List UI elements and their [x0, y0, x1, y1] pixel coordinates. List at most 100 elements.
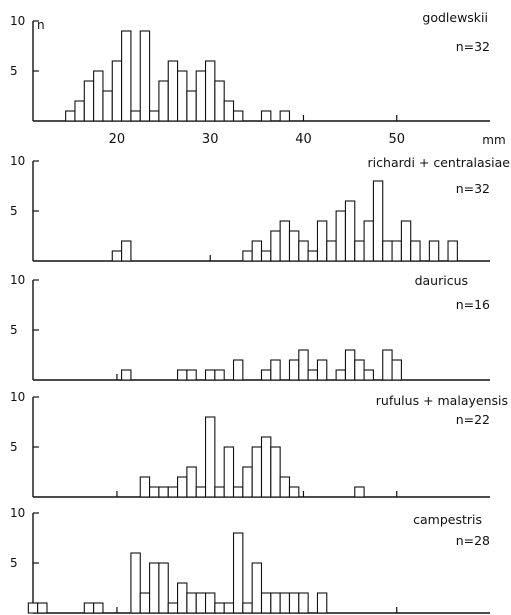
panel-count-dauricus: n=16	[456, 297, 490, 312]
histogram-bar	[344, 200, 356, 262]
histogram-bar	[195, 592, 207, 614]
histogram-bar	[214, 602, 225, 614]
histogram-bar	[232, 359, 244, 381]
histogram-bar	[102, 90, 113, 122]
histogram-bar	[354, 486, 365, 498]
histogram-bar	[177, 582, 188, 614]
panel-campestris: campestris n=28 5 10	[10, 506, 490, 614]
panel-title-godlewskii: godlewskii	[422, 10, 488, 25]
histogram-bar	[288, 230, 300, 262]
histogram-bar	[391, 240, 402, 262]
panel-count-richardi-centralasiae: n=32	[456, 181, 490, 196]
histogram-bar	[260, 436, 272, 498]
histogram-bar	[167, 486, 179, 498]
x-tick-labels: 20 30 40 50	[109, 132, 405, 147]
panel-count-campestris: n=28	[456, 533, 490, 548]
histogram-bar	[260, 250, 272, 262]
histogram-bar	[111, 60, 123, 122]
histogram-bar	[204, 60, 216, 122]
histogram-bar	[158, 80, 169, 122]
panel-godlewskii: godlewskii n=32 5 10	[10, 10, 490, 122]
y-tick-label-10: 10	[10, 506, 25, 520]
panel-title-richardi-centralasiae: richardi + centralasiae	[368, 155, 511, 170]
histogram-bar	[158, 562, 169, 614]
histogram-bar	[382, 240, 393, 262]
panel-richardi-centralasiae: richardi + centralasiae n=32 5 10	[10, 154, 511, 262]
panel-title-dauricus: dauricus	[415, 273, 468, 288]
histogram-bar	[195, 486, 207, 498]
histogram-bar	[83, 80, 95, 122]
histogram-bar	[288, 592, 300, 614]
histogram-bar	[204, 416, 216, 498]
y-unit-label: n	[37, 18, 45, 32]
histogram-bar	[307, 250, 319, 262]
histogram-bar	[298, 240, 309, 262]
histogram-bar	[158, 486, 169, 498]
y-tick-label-10: 10	[10, 390, 25, 404]
histogram-bar	[27, 602, 39, 614]
histogram-bar	[363, 369, 374, 381]
histogram-bar	[121, 369, 132, 381]
histogram-bar	[400, 220, 412, 262]
histogram-bar	[251, 240, 263, 262]
histogram-bar	[204, 592, 216, 614]
panel-rufulus-malayensis: rufulus + malayensis n=22 5 10	[10, 390, 508, 498]
histogram-bar	[93, 602, 104, 614]
histogram-bar	[177, 70, 188, 122]
histogram-bar	[149, 110, 160, 122]
histogram-bar	[186, 466, 197, 498]
histogram-bar	[121, 240, 132, 262]
histogram-bar	[149, 486, 160, 498]
histogram-bar	[37, 602, 48, 614]
histogram-bar	[121, 30, 132, 122]
histogram-bar	[177, 369, 188, 381]
histogram-bar	[270, 230, 281, 262]
histogram-bar	[149, 562, 160, 614]
histogram-bar	[326, 240, 337, 262]
y-tick-label-10: 10	[10, 14, 25, 28]
histogram-bar	[279, 592, 291, 614]
histogram-bar	[288, 486, 300, 498]
histogram-bar	[130, 110, 141, 122]
x-tick-label-40: 40	[295, 132, 312, 147]
histogram-bar	[288, 359, 300, 381]
histogram-bar	[214, 369, 225, 381]
y-tick-label-5: 5	[10, 64, 18, 78]
x-unit-label: mm	[482, 133, 505, 147]
histogram-bar	[260, 110, 272, 122]
y-tick-label-5: 5	[10, 323, 18, 337]
histogram-bar	[65, 110, 76, 122]
histogram-bar	[447, 240, 458, 262]
histogram-bar	[372, 180, 384, 262]
panel-title-campestris: campestris	[413, 512, 482, 527]
histogram-bar	[186, 592, 197, 614]
histogram-bar	[335, 369, 346, 381]
histogram-bar	[242, 602, 253, 614]
histogram-bar	[251, 562, 263, 614]
histogram-bar	[260, 592, 272, 614]
histogram-bar	[139, 30, 151, 122]
histogram-bar	[335, 210, 346, 262]
histogram-bar	[279, 476, 291, 498]
histogram-bar	[344, 349, 356, 381]
panel-count-rufulus-malayensis: n=22	[456, 412, 490, 427]
histogram-bar	[242, 250, 253, 262]
y-tick-label-5: 5	[10, 556, 18, 570]
histogram-bar	[279, 110, 291, 122]
histogram-bar	[139, 476, 151, 498]
histogram-bar	[316, 359, 328, 381]
histogram-bar	[270, 592, 281, 614]
histogram-bar	[298, 592, 309, 614]
histogram-bar	[316, 592, 328, 614]
histogram-bar	[382, 349, 393, 381]
histogram-bar	[223, 100, 235, 122]
histogram-bar	[204, 369, 216, 381]
y-tick-label-5: 5	[10, 440, 18, 454]
histogram-bar	[251, 446, 263, 498]
y-tick-label-10: 10	[10, 154, 25, 168]
histogram-bar	[195, 70, 207, 122]
histogram-bar	[363, 220, 374, 262]
histogram-bar	[279, 220, 291, 262]
histogram-bar	[242, 466, 253, 498]
